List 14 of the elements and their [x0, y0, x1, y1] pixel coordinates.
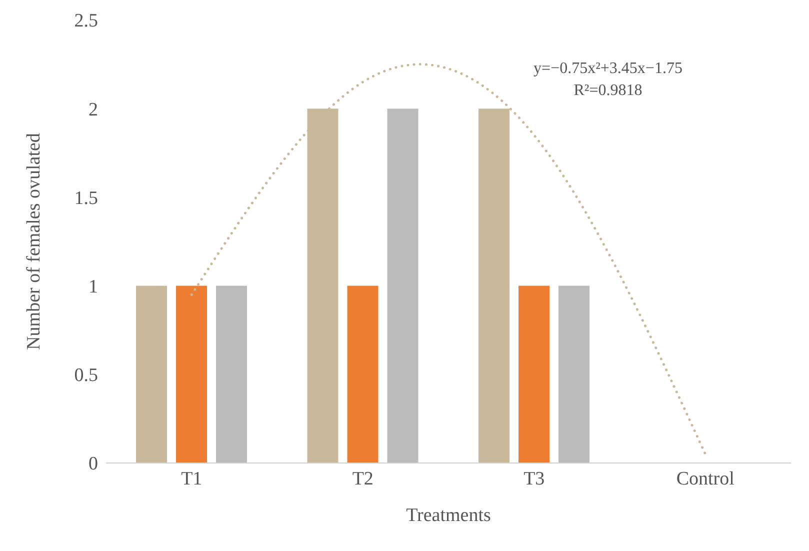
y-tick-label: 2	[88, 99, 98, 120]
x-tick-label: Control	[676, 468, 734, 490]
x-tick-label: T2	[352, 468, 374, 490]
y-axis-title: Number of females ovulated	[24, 132, 45, 350]
y-tick-label: 0.5	[74, 365, 98, 386]
y-tick-label: 0	[88, 454, 98, 475]
y-tick-label: 1.5	[74, 188, 98, 209]
x-axis-title: Treatments	[406, 505, 491, 526]
x-tick-label: T3	[524, 468, 545, 490]
y-tick-label: 1	[88, 276, 98, 298]
y-tick-label: 2.5	[74, 10, 98, 32]
annotation: R²=0.9818	[572, 82, 644, 100]
annotation: y=−0.75x²+3.45x−1.75	[532, 60, 684, 78]
x-tick-label: T1	[181, 468, 202, 490]
